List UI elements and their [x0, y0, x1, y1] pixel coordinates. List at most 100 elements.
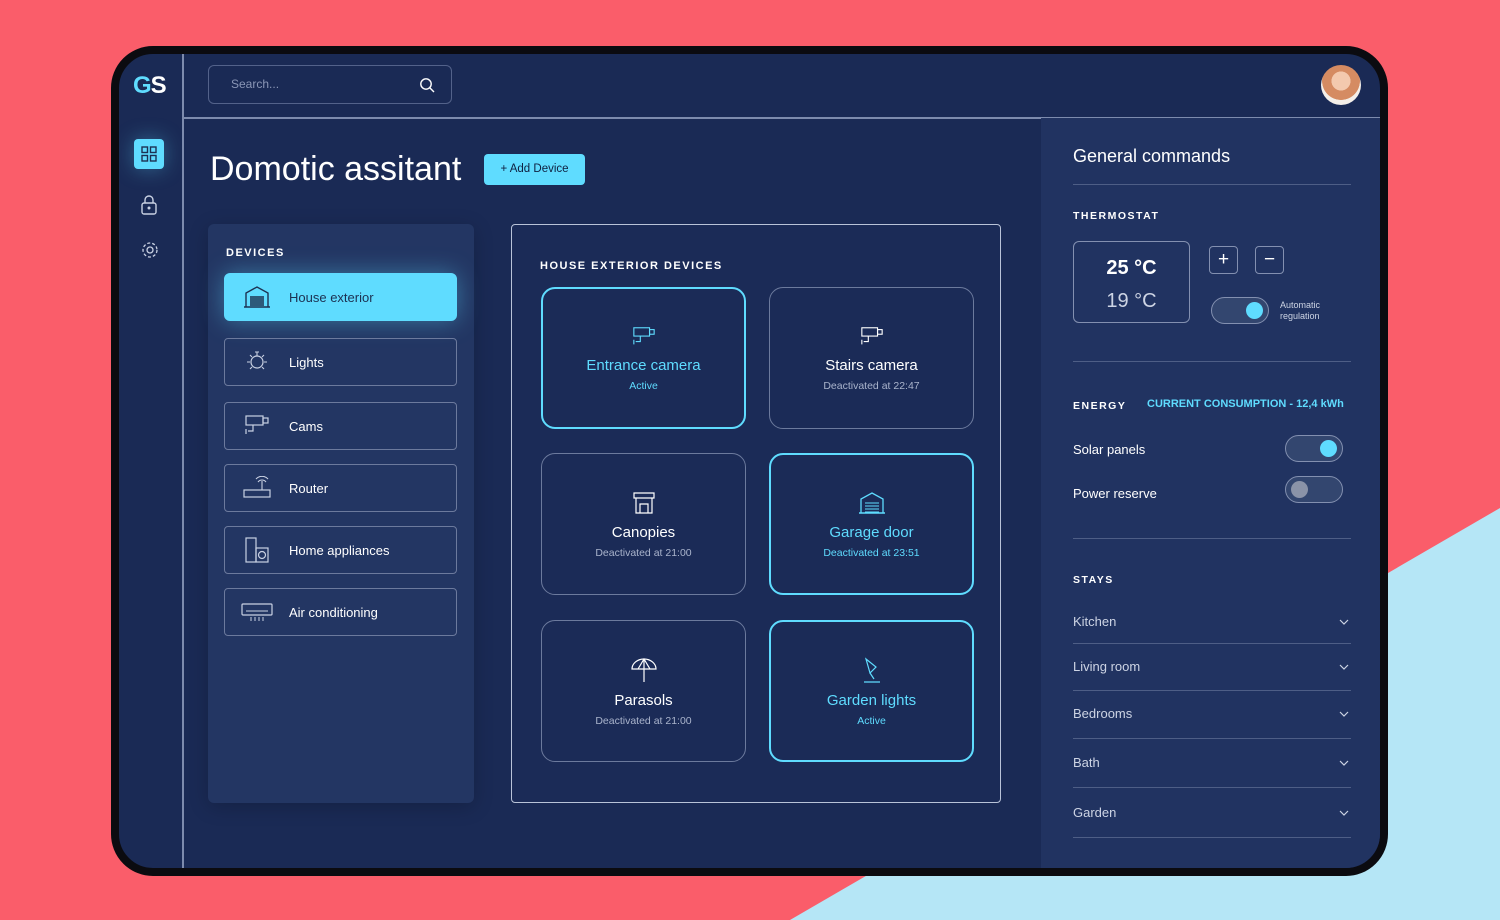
divider [1073, 643, 1351, 644]
grid-icon [141, 146, 157, 162]
divider [1073, 690, 1351, 691]
camera-icon [632, 326, 655, 344]
auto-regulation-toggle[interactable] [1211, 297, 1269, 324]
card-status: Active [857, 714, 886, 727]
exterior-label: HOUSE EXTERIOR DEVICES [540, 260, 723, 272]
devices-label: DEVICES [226, 247, 285, 259]
parasol-icon [630, 657, 657, 682]
divider [1073, 361, 1351, 362]
nav-dashboard[interactable] [134, 139, 164, 169]
divider [1073, 184, 1351, 185]
card-status: Deactivated at 22:47 [823, 379, 920, 392]
increase-temp-button[interactable]: + [1209, 246, 1238, 274]
device-item-router[interactable]: Router [224, 464, 457, 512]
stay-bedrooms[interactable]: Bedrooms [1073, 706, 1351, 721]
current-temp: 19 °C [1106, 290, 1157, 312]
exterior-devices-panel: HOUSE EXTERIOR DEVICES Entrance camera Ac… [511, 224, 1001, 803]
camera-icon [860, 326, 883, 344]
card-name: Parasols [614, 691, 673, 709]
device-label: Router [289, 480, 329, 496]
search-placeholder: Search... [231, 77, 280, 91]
search-icon [420, 78, 435, 93]
device-item-cams[interactable]: Cams [224, 402, 457, 450]
target-temp: 25 °C [1106, 257, 1157, 279]
divider [1073, 738, 1351, 739]
general-title: General commands [1073, 146, 1231, 166]
stay-garden[interactable]: Garden [1073, 805, 1351, 820]
device-item-air-conditioning[interactable]: Air conditioning [224, 588, 457, 636]
card-name: Canopies [611, 523, 676, 541]
stays-label: STAYS [1073, 574, 1114, 586]
thermostat-label: THERMOSTAT [1073, 210, 1160, 222]
stay-label: Kitchen [1073, 614, 1117, 629]
device-card-canopies[interactable]: Canopies Deactivated at 21:00 [541, 453, 746, 595]
stay-living-room[interactable]: Living room [1073, 659, 1351, 674]
app-window: GS Search... Domotic assitant + Add Devi… [111, 46, 1388, 876]
device-label: Home appliances [289, 542, 390, 558]
chevron-down-icon [1339, 711, 1349, 717]
card-name: Entrance camera [586, 356, 701, 374]
garage-icon [241, 285, 273, 309]
router-icon [241, 476, 273, 500]
device-item-lights[interactable]: Lights [224, 338, 457, 386]
card-status: Deactivated at 23:51 [823, 546, 920, 559]
card-status: Active [629, 379, 658, 392]
device-label: Air conditioning [289, 604, 378, 620]
ac-icon [241, 601, 273, 623]
appliance-icon [241, 536, 273, 564]
auto-regulation-label: Automatic regulation [1280, 300, 1321, 321]
chevron-down-icon [1339, 619, 1349, 625]
stay-label: Bedrooms [1073, 706, 1133, 721]
stay-label: Living room [1073, 659, 1141, 674]
card-name: Garden lights [826, 691, 917, 709]
card-status: Deactivated at 21:00 [595, 714, 692, 727]
garden-light-icon [863, 656, 880, 683]
divider [1073, 538, 1351, 539]
add-device-button[interactable]: + Add Device [484, 154, 585, 185]
solar-panels-toggle[interactable] [1285, 435, 1343, 462]
garage-icon [858, 491, 885, 514]
canopy-icon [632, 491, 655, 514]
gear-icon[interactable] [140, 240, 160, 260]
device-card-entrance-camera[interactable]: Entrance camera Active [541, 287, 746, 429]
chevron-down-icon [1339, 810, 1349, 816]
consumption-readout: CURRENT CONSUMPTION - 12,4 kWh [1147, 398, 1344, 410]
stay-kitchen[interactable]: Kitchen [1073, 614, 1351, 629]
reserve-label: Power reserve [1073, 486, 1157, 501]
card-name: Stairs camera [825, 356, 918, 374]
device-card-garden-lights[interactable]: Garden lights Active [769, 620, 974, 762]
page-title: Domotic assitant [210, 150, 462, 188]
camera-icon [241, 413, 273, 439]
avatar[interactable] [1321, 65, 1361, 105]
device-card-stairs-camera[interactable]: Stairs camera Deactivated at 22:47 [769, 287, 974, 429]
stay-bath[interactable]: Bath [1073, 755, 1351, 770]
divider [182, 54, 184, 868]
decrease-temp-button[interactable]: − [1255, 246, 1284, 274]
device-label: House exterior [289, 289, 374, 305]
card-status: Deactivated at 21:00 [595, 546, 692, 559]
logo: GS [133, 72, 167, 99]
device-card-garage-door[interactable]: Garage door Deactivated at 23:51 [769, 453, 974, 595]
search-input[interactable]: Search... [208, 65, 452, 104]
divider [1073, 837, 1351, 838]
chevron-down-icon [1339, 760, 1349, 766]
power-reserve-toggle[interactable] [1285, 476, 1343, 503]
general-commands-panel: General commands THERMOSTAT 25 °C 19 °C … [1041, 118, 1380, 868]
device-label: Lights [289, 354, 324, 370]
stay-label: Bath [1073, 755, 1100, 770]
divider [182, 117, 1380, 119]
stay-label: Garden [1073, 805, 1117, 820]
thermostat-display: 25 °C 19 °C [1073, 241, 1190, 323]
bulb-icon [241, 349, 273, 375]
card-name: Garage door [829, 523, 914, 541]
divider [1073, 787, 1351, 788]
device-card-parasols[interactable]: Parasols Deactivated at 21:00 [541, 620, 746, 762]
lock-icon[interactable] [140, 194, 158, 216]
devices-panel: DEVICES House exterior Lights Cams Route… [208, 224, 474, 803]
device-label: Cams [289, 418, 323, 434]
energy-label: ENERGY [1073, 400, 1127, 412]
device-item-house-exterior[interactable]: House exterior [224, 273, 457, 321]
solar-label: Solar panels [1073, 442, 1146, 457]
chevron-down-icon [1339, 664, 1349, 670]
device-item-home-appliances[interactable]: Home appliances [224, 526, 457, 574]
